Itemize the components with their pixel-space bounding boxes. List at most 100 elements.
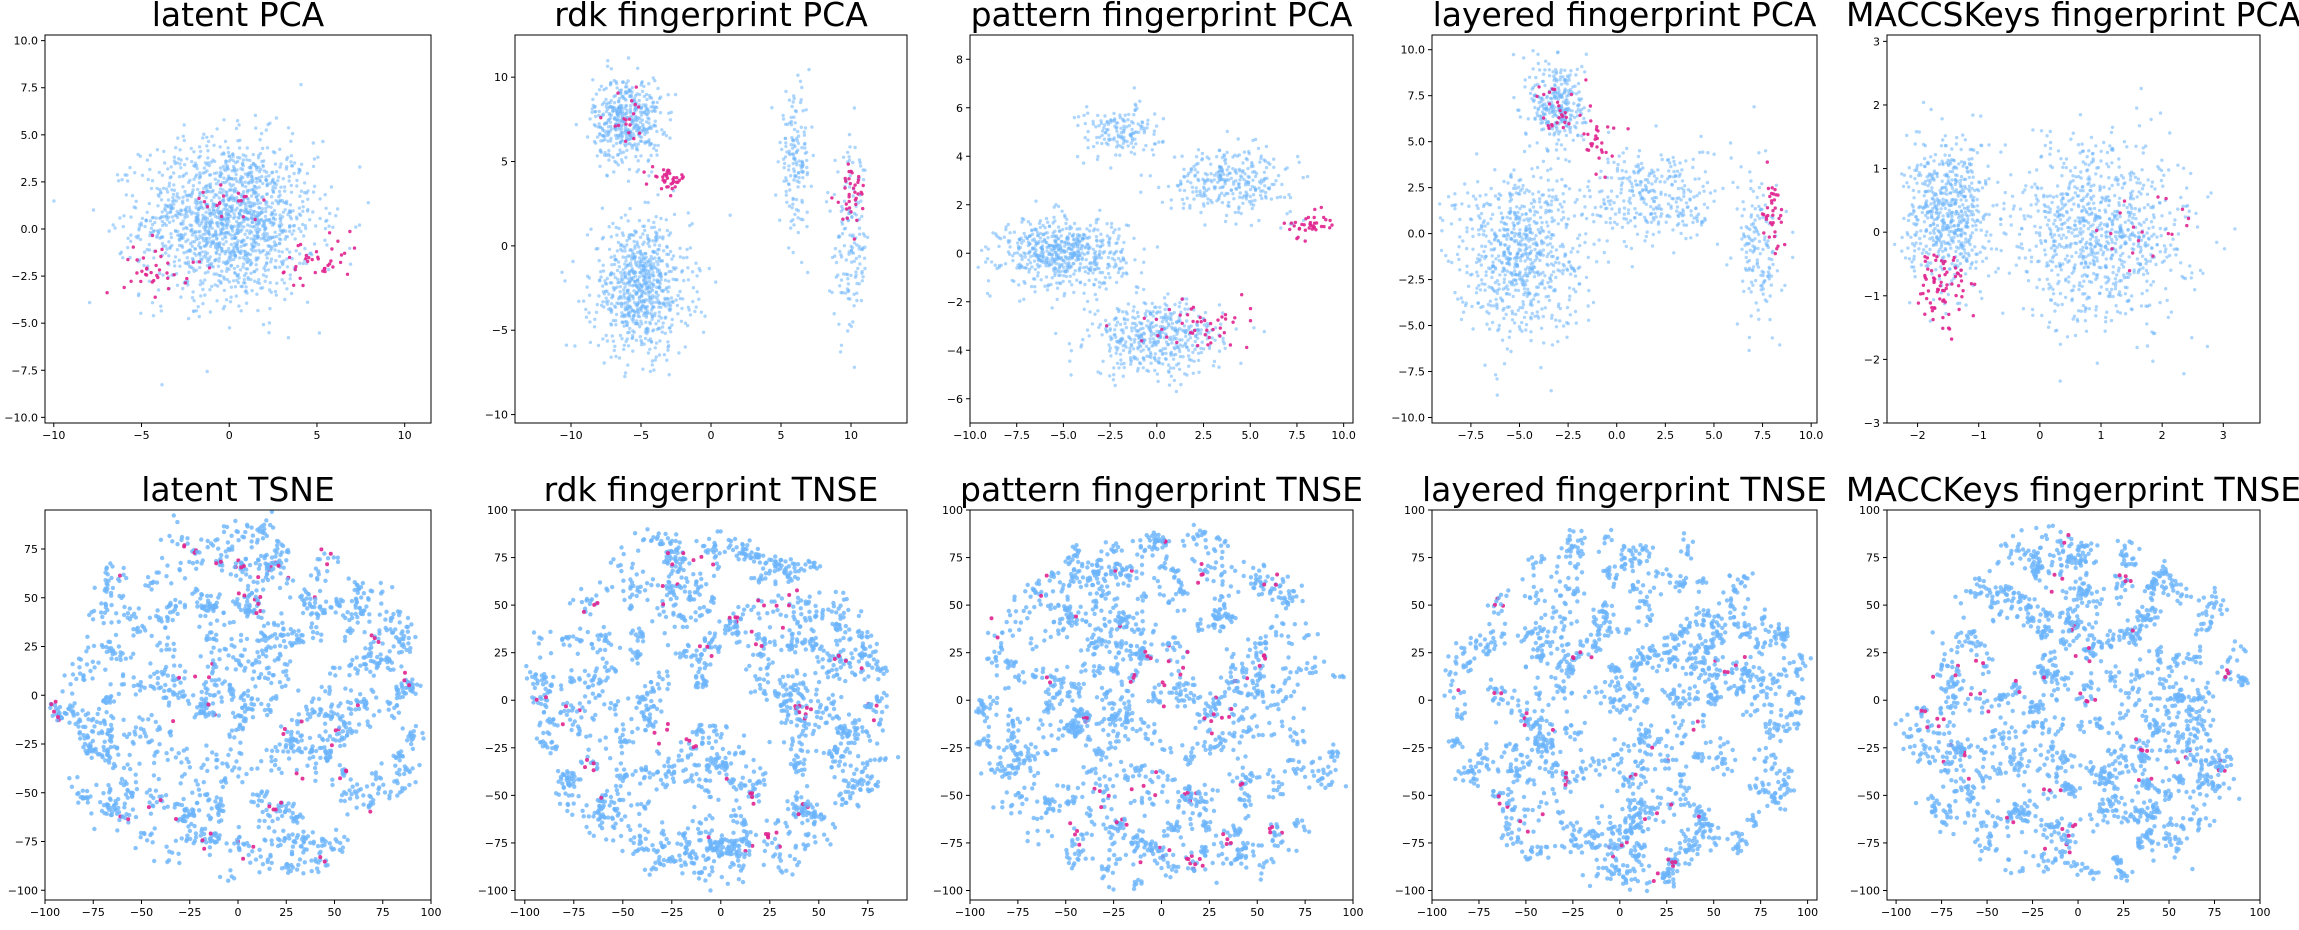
data-point <box>608 129 612 133</box>
data-point <box>632 269 636 274</box>
data-point <box>1144 143 1148 148</box>
data-point <box>292 283 296 287</box>
data-point <box>985 291 990 296</box>
data-point <box>1193 334 1198 338</box>
data-point <box>1083 136 1087 140</box>
data-point <box>623 249 627 253</box>
data-point <box>238 156 242 160</box>
data-point <box>668 171 672 176</box>
data-point <box>1136 366 1140 371</box>
data-point <box>1100 333 1104 337</box>
data-point <box>1553 68 1558 72</box>
data-point <box>170 215 175 219</box>
data-point <box>1173 328 1178 333</box>
data-point <box>193 211 197 216</box>
data-point <box>1086 236 1090 240</box>
data-point <box>1262 158 1266 162</box>
data-point <box>637 168 641 172</box>
data-point <box>852 106 857 110</box>
data-point <box>1272 157 1276 161</box>
data-point <box>188 265 192 269</box>
data-point <box>1282 195 1287 200</box>
data-point <box>615 86 619 90</box>
data-point <box>159 190 163 194</box>
data-point <box>796 171 801 175</box>
data-point <box>207 183 211 187</box>
data-point <box>289 154 294 158</box>
data-point <box>659 288 664 293</box>
data-point <box>1108 236 1112 240</box>
data-point <box>1188 203 1192 208</box>
data-point <box>1067 232 1072 236</box>
data-point <box>172 202 176 206</box>
data-point <box>1207 187 1211 191</box>
data-point <box>245 188 250 193</box>
data-point <box>610 109 615 113</box>
data-point <box>1554 109 1558 113</box>
data-point <box>221 237 225 241</box>
data-point <box>1169 315 1173 319</box>
data-point <box>321 139 325 144</box>
data-point <box>203 229 208 233</box>
data-point <box>283 189 287 193</box>
data-point <box>793 175 797 179</box>
data-point <box>1182 324 1187 328</box>
data-point <box>289 291 294 296</box>
data-point <box>223 234 227 238</box>
data-point <box>1124 271 1128 275</box>
data-point <box>87 300 92 305</box>
data-point <box>1166 292 1170 296</box>
data-point <box>830 196 834 200</box>
data-point <box>1012 251 1017 255</box>
data-point <box>166 261 170 265</box>
data-point <box>253 240 257 245</box>
data-point <box>241 190 246 194</box>
data-point <box>1173 326 1177 330</box>
data-point <box>1176 319 1181 323</box>
data-point <box>215 127 219 131</box>
data-point <box>984 260 988 264</box>
data-point <box>669 194 673 198</box>
data-point <box>323 193 327 197</box>
data-point <box>1056 204 1061 209</box>
data-point <box>197 155 201 160</box>
data-point <box>213 242 217 246</box>
data-point <box>1297 226 1302 231</box>
data-point <box>1210 180 1214 184</box>
data-point <box>651 239 655 243</box>
data-point <box>207 266 212 270</box>
data-point <box>855 218 859 222</box>
data-point <box>1583 70 1587 74</box>
data-point <box>1196 148 1201 152</box>
data-point <box>627 87 631 92</box>
data-point <box>234 126 239 131</box>
data-point <box>161 186 166 190</box>
data-point <box>633 114 638 119</box>
data-point <box>1147 326 1151 330</box>
data-point <box>176 136 180 140</box>
data-point <box>1178 179 1183 183</box>
data-point <box>1282 221 1287 225</box>
data-point <box>646 200 650 205</box>
data-point <box>226 197 230 201</box>
data-point <box>627 280 631 284</box>
data-point <box>233 186 237 191</box>
data-point <box>1093 257 1097 262</box>
data-point <box>1059 250 1063 254</box>
data-point <box>201 287 205 292</box>
data-point <box>280 215 285 219</box>
data-point <box>659 95 663 99</box>
data-point <box>1098 285 1102 289</box>
data-point <box>644 252 648 256</box>
data-point <box>1044 264 1048 268</box>
data-point <box>1144 302 1148 306</box>
data-point <box>1153 112 1157 116</box>
data-point <box>652 225 657 229</box>
data-point <box>239 208 243 212</box>
data-point <box>606 107 610 111</box>
data-point <box>1196 178 1201 183</box>
data-point <box>183 213 187 217</box>
data-point <box>1034 241 1039 246</box>
data-point <box>1034 199 1038 203</box>
data-point <box>1155 245 1160 249</box>
